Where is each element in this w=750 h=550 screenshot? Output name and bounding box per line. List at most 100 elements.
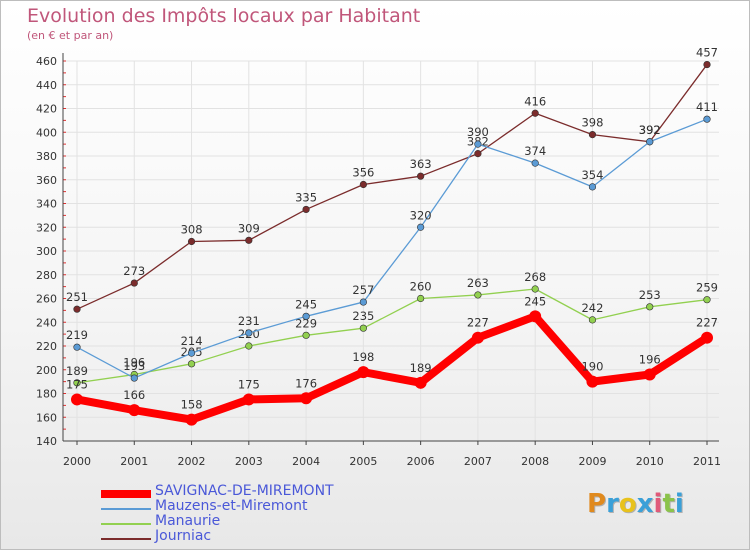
data-point [73, 343, 81, 351]
data-point [417, 223, 425, 231]
data-point [242, 393, 255, 406]
data-point [646, 138, 654, 146]
data-label: 175 [66, 377, 88, 391]
data-label: 390 [467, 125, 489, 139]
data-point [359, 324, 367, 332]
data-label: 374 [524, 144, 546, 158]
data-label: 260 [410, 280, 432, 294]
y-tick-label: 340 [36, 198, 57, 211]
y-tick-label: 240 [36, 316, 57, 329]
data-point [588, 131, 597, 139]
legend-label: Journiac [155, 528, 212, 544]
data-point [417, 172, 425, 180]
data-point [531, 109, 539, 117]
data-label: 166 [123, 388, 145, 402]
data-label: 196 [123, 356, 145, 370]
chart-subtitle: (en € et par an) [27, 29, 114, 42]
data-label: 245 [524, 294, 546, 308]
x-tick-label: 2005 [349, 455, 377, 468]
y-tick-label: 200 [36, 364, 57, 377]
data-label: 198 [352, 350, 374, 364]
y-tick-label: 360 [36, 174, 57, 187]
line-chart: 140 160 180 200 220 240 260 280 300 320 340 360 380 4… [36, 46, 721, 468]
data-label: 273 [123, 264, 145, 278]
data-label: 227 [696, 316, 718, 330]
data-label: 235 [352, 309, 374, 323]
data-label: 196 [639, 353, 661, 367]
data-point [187, 237, 196, 246]
x-tick-label: 2001 [120, 455, 148, 468]
x-tick-label: 2006 [407, 455, 435, 468]
data-point [302, 312, 310, 320]
data-label: 253 [639, 288, 661, 302]
x-tick-label: 2007 [464, 455, 492, 468]
series-line-journiac [76, 63, 708, 310]
data-point [531, 285, 539, 293]
series-line-manaurie [76, 288, 708, 384]
data-label: 308 [181, 223, 203, 237]
data-point [302, 205, 310, 214]
data-label: 189 [410, 361, 432, 375]
data-point [73, 305, 81, 313]
data-label: 392 [639, 123, 661, 137]
y-tick-label: 380 [36, 150, 57, 163]
legend-swatch [101, 490, 151, 498]
data-label: 398 [581, 116, 603, 130]
data-point [474, 291, 482, 299]
x-tick-label: 2011 [693, 455, 721, 468]
y-tick-label: 260 [36, 293, 57, 306]
legend-swatch [101, 508, 151, 510]
data-point [531, 159, 539, 167]
data-point [529, 310, 542, 323]
data-point [703, 60, 711, 69]
data-label: 356 [352, 166, 374, 180]
data-label: 245 [295, 297, 317, 311]
data-point [128, 404, 141, 417]
x-tick-label: 2009 [578, 455, 606, 468]
y-tick-label: 420 [36, 103, 57, 116]
data-point [187, 349, 196, 357]
data-point [586, 375, 599, 388]
data-label: 457 [696, 46, 718, 60]
legend-label: SAVIGNAC-DE-MIREMONT [155, 483, 334, 499]
data-point [302, 331, 310, 339]
x-tick-label: 2000 [63, 455, 91, 468]
legend-swatch [101, 523, 151, 525]
data-label: 214 [181, 334, 203, 348]
data-point [703, 115, 711, 123]
data-point [357, 366, 370, 379]
data-label: 229 [295, 316, 317, 330]
data-point [471, 331, 484, 344]
data-label: 257 [352, 283, 374, 297]
data-point [417, 294, 425, 303]
data-point [359, 180, 367, 189]
data-point [474, 140, 482, 148]
data-label: 158 [181, 398, 203, 412]
legend-swatch [101, 538, 151, 540]
data-point [245, 236, 253, 244]
data-label: 251 [66, 290, 88, 304]
series-line-savignac-de-miremont [73, 312, 711, 424]
x-tick-label: 2010 [636, 455, 664, 468]
data-label: 416 [524, 94, 546, 108]
data-point [359, 298, 367, 306]
data-point [185, 413, 198, 426]
data-label: 268 [524, 270, 546, 284]
data-label: 309 [238, 221, 260, 235]
data-point [73, 379, 81, 387]
series-line-mauzens-et-miremont [76, 118, 708, 379]
y-tick-label: 180 [36, 388, 57, 401]
y-tick-label: 300 [36, 245, 57, 258]
data-point [701, 331, 713, 344]
data-point [187, 360, 196, 368]
data-point [414, 376, 427, 389]
x-tick-label: 2004 [292, 455, 320, 468]
legend-label: Mauzens-et-Miremont [155, 498, 308, 514]
data-label: 335 [295, 190, 317, 204]
data-label: 190 [581, 360, 603, 374]
data-point [588, 316, 597, 324]
data-point [130, 279, 138, 287]
data-label: 176 [295, 376, 317, 390]
data-point [300, 392, 313, 405]
